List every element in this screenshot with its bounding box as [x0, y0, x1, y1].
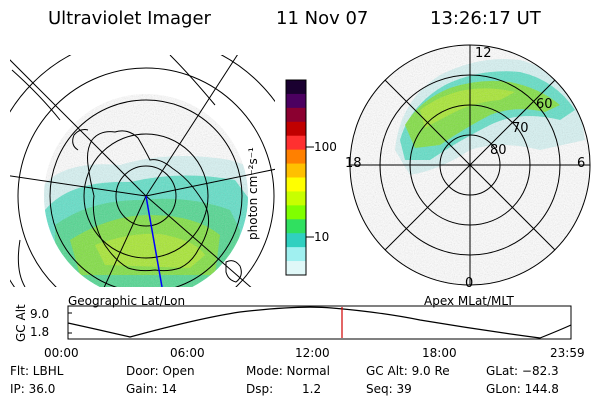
- altitude-ytick-top: 9.0: [30, 307, 50, 321]
- date-label: 11 Nov 07: [276, 8, 369, 29]
- glon-info: GLon: 144.8: [486, 382, 559, 396]
- mlt-label-0: 0: [465, 276, 474, 291]
- mode-info: Mode: Normal: [246, 364, 330, 378]
- ip-info: IP: 36.0: [10, 382, 56, 396]
- altitude-xtick-1200: 12:00: [295, 346, 330, 360]
- seq-info: Seq: 39: [366, 382, 412, 396]
- altitude-ytick-bottom: 1.8: [30, 325, 50, 339]
- colorbar-segment: [286, 149, 306, 165]
- colorbar-segment: [286, 121, 306, 137]
- apex-caption: Apex MLat/MLT: [424, 294, 514, 308]
- glat-info: GLat: −82.3: [486, 364, 559, 378]
- colorbar-segment: [286, 191, 306, 206]
- altitude-xtick-0600: 06:00: [170, 346, 205, 360]
- colorbar-segment: [286, 261, 306, 276]
- gc-alt-info: GC Alt: 9.0 Re: [366, 364, 450, 378]
- colorbar-segment: [286, 205, 306, 220]
- colorbar-segment: [286, 80, 306, 95]
- altitude-xtick-1800: 18:00: [422, 346, 457, 360]
- mlat-label-80: 80: [490, 143, 507, 158]
- dsp-value: 1.2: [302, 382, 322, 396]
- altitude-xtick-0000: 00:00: [44, 346, 79, 360]
- colorbar-segment: [286, 163, 306, 178]
- gain-info: Gain: 14: [126, 382, 177, 396]
- colorbar-segment: [286, 135, 306, 151]
- colorbar-segment: [286, 177, 306, 192]
- colorbar-segment: [286, 107, 306, 123]
- colorbar-segment: [286, 247, 306, 262]
- colorbar-tick-100: 100: [314, 140, 337, 154]
- mlat-label-70: 70: [512, 121, 529, 136]
- colorbar-frame: [285, 79, 307, 276]
- mlt-label-6: 6: [577, 156, 586, 171]
- mlt-label-18: 18: [345, 156, 362, 171]
- geographic-caption: Geographic Lat/Lon: [68, 294, 186, 308]
- dsp-label: Dsp:: [246, 382, 274, 396]
- colorbar-tick-10: 10: [314, 230, 330, 244]
- mlat-label-60: 60: [536, 97, 553, 112]
- colorbar-segment: [286, 93, 306, 109]
- flt-info: Flt: LBHL: [10, 364, 64, 378]
- instrument-title: Ultraviolet Imager: [48, 8, 211, 29]
- colorbar-segment: [286, 219, 306, 234]
- colorbar-segment: [286, 233, 306, 248]
- time-label: 13:26:17 UT: [430, 8, 541, 29]
- mlt-label-12: 12: [475, 46, 492, 61]
- door-info: Door: Open: [126, 364, 195, 378]
- altitude-xtick-2359: 23:59: [550, 346, 585, 360]
